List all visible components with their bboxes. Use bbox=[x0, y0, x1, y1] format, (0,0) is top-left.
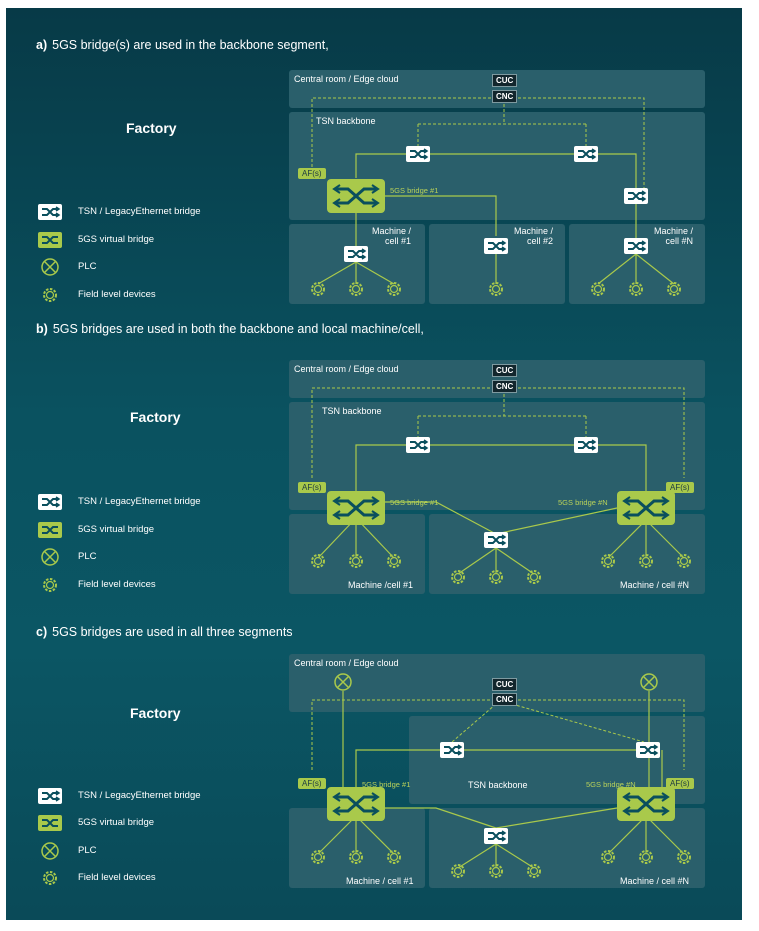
mc2-label-a: Machine / cell #2 bbox=[514, 226, 553, 246]
section-c-caption: c) 5GS bridges are used in all three segm… bbox=[36, 625, 293, 639]
legend-c-5gs: 5GS virtual bridge bbox=[78, 817, 155, 828]
factory-title-c: Factory bbox=[130, 705, 181, 721]
bridge1-label-a: 5GS bridge #1 bbox=[390, 186, 439, 195]
legend-b-tsn: TSN / LegacyEthernet bridge bbox=[78, 496, 201, 507]
af-tag-c1: AF(s) bbox=[298, 778, 326, 789]
central-room-label-a: Central room / Edge cloud bbox=[294, 74, 399, 84]
bridge1-label-c: 5GS bridge #1 bbox=[362, 780, 411, 789]
section-b-caption-text: 5GS bridges are used in both the backbon… bbox=[52, 322, 424, 336]
section-b-diagram bbox=[289, 360, 705, 594]
bridgen-label-b: 5GS bridge #N bbox=[558, 498, 608, 507]
af-tag-b1: AF(s) bbox=[298, 482, 326, 493]
af-tag-b2: AF(s) bbox=[666, 482, 694, 493]
mc1-line1: Machine / bbox=[372, 226, 412, 236]
mc1-label-c: Machine / cell #1 bbox=[346, 876, 414, 886]
legend-c-plc: PLC bbox=[78, 845, 97, 856]
legend-c-tsn: TSN / LegacyEthernet bridge bbox=[78, 790, 201, 801]
section-b-letter: b) bbox=[36, 322, 48, 336]
mc1-line2: cell #1 bbox=[385, 236, 412, 246]
cuc-tag-b: CUC bbox=[492, 364, 518, 377]
legend-c-icons bbox=[37, 787, 63, 885]
legend-a-5gs: 5GS virtual bridge bbox=[78, 234, 155, 245]
mc2-line2: cell #2 bbox=[527, 236, 554, 246]
tsn-backbone-label-a: TSN backbone bbox=[316, 116, 376, 126]
legend-c-field: Field level devices bbox=[78, 872, 156, 883]
legend-a-field: Field level devices bbox=[78, 289, 156, 300]
central-room-label-c: Central room / Edge cloud bbox=[294, 658, 399, 668]
bridge1-label-b: 5GS bridge #1 bbox=[390, 498, 439, 507]
factory-title-a: Factory bbox=[126, 120, 177, 136]
cnc-tag-c: CNC bbox=[492, 693, 518, 706]
mcn-line2: cell #N bbox=[665, 236, 694, 246]
legend-b-icons bbox=[37, 493, 63, 592]
cuc-tag-c: CUC bbox=[492, 678, 518, 691]
section-a-letter: a) bbox=[36, 38, 48, 52]
cnc-tag-b: CNC bbox=[492, 380, 518, 393]
section-c-letter: c) bbox=[36, 625, 48, 639]
mcn-line1: Machine / bbox=[654, 226, 694, 236]
central-room-label-b: Central room / Edge cloud bbox=[294, 364, 399, 374]
section-a-caption: a) 5GS bridge(s) are used in the backbone… bbox=[36, 38, 329, 52]
mcn-label-b: Machine / cell #N bbox=[620, 580, 690, 590]
cuc-tag-a: CUC bbox=[492, 74, 518, 87]
af-tag-a: AF(s) bbox=[298, 168, 326, 179]
tsn-backbone-label-b: TSN backbone bbox=[322, 406, 382, 416]
mcn-label-c: Machine / cell #N bbox=[620, 876, 690, 886]
af-tag-c2: AF(s) bbox=[666, 778, 694, 789]
legend-a-tsn: TSN / LegacyEthernet bridge bbox=[78, 206, 201, 217]
machine-cell-2-panel bbox=[429, 224, 565, 304]
mcn-label-a: Machine / cell #N bbox=[654, 226, 693, 246]
section-a-caption-text: 5GS bridge(s) are used in the backbone s… bbox=[52, 38, 329, 52]
section-a-diagram bbox=[289, 70, 705, 304]
factory-title-b: Factory bbox=[130, 409, 181, 425]
legend-b-plc: PLC bbox=[78, 551, 97, 562]
figure-canvas: a) 5GS bridge(s) are used in the backbone… bbox=[6, 8, 742, 920]
legend-a-plc: PLC bbox=[78, 261, 97, 272]
section-b-caption: b) 5GS bridges are used in both the backb… bbox=[36, 322, 424, 336]
cnc-tag-a: CNC bbox=[492, 90, 518, 103]
section-c-caption-text: 5GS bridges are used in all three segmen… bbox=[52, 625, 293, 639]
mc1-label-a: Machine / cell #1 bbox=[372, 226, 411, 246]
tsn-backbone-panel bbox=[289, 112, 705, 220]
legend-b-5gs: 5GS virtual bridge bbox=[78, 524, 155, 535]
mc1-label-b: Machine /cell #1 bbox=[348, 580, 414, 590]
mc2-line1: Machine / bbox=[514, 226, 554, 236]
legend-b-field: Field level devices bbox=[78, 579, 156, 590]
legend-a-icons bbox=[37, 203, 63, 302]
bridgen-label-c: 5GS bridge #N bbox=[586, 780, 636, 789]
tsn-backbone-label-c: TSN backbone bbox=[468, 780, 528, 790]
